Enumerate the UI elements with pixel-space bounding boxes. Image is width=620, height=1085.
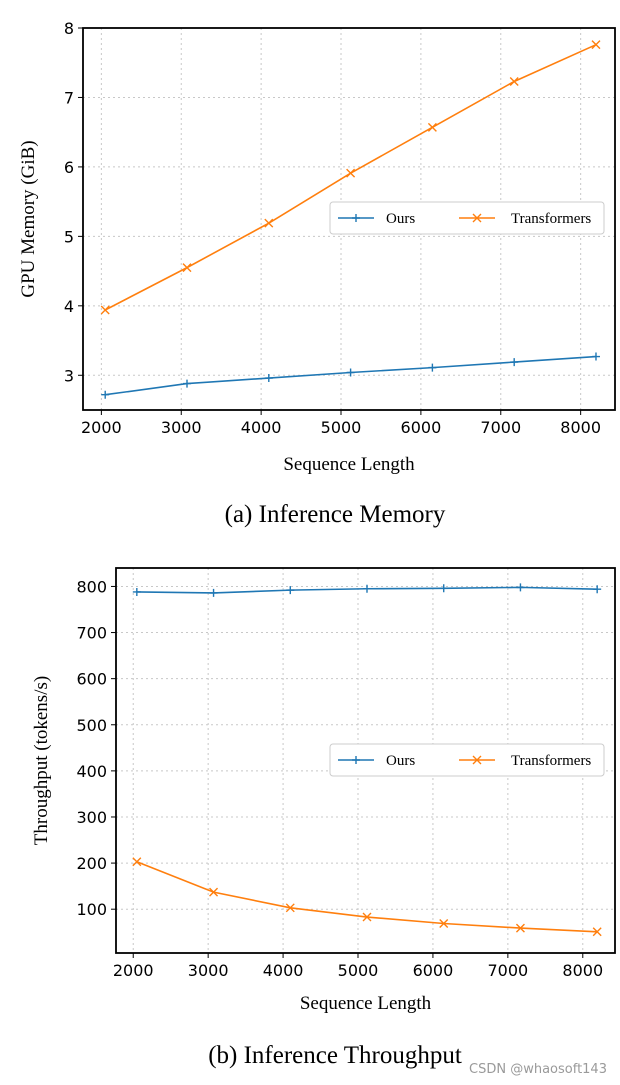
x-tick-label: 3000 xyxy=(188,961,229,980)
data-point-ours xyxy=(439,584,448,593)
data-point-transformers xyxy=(439,918,449,928)
y-axis-label: Throughput (tokens/s) xyxy=(31,676,52,845)
x-tick-label: 6000 xyxy=(413,961,454,980)
watermark-text: CSDN @whaosoft143 xyxy=(469,1062,607,1077)
data-point-ours xyxy=(516,583,525,592)
data-point-ours xyxy=(362,584,371,593)
x-tick-label: 7000 xyxy=(487,961,528,980)
data-point-ours xyxy=(593,585,602,594)
y-tick-label: 400 xyxy=(76,762,107,781)
figure-caption: (b) Inference Throughput xyxy=(208,1042,462,1069)
data-point-ours xyxy=(132,587,141,596)
series-line-transformers xyxy=(104,43,597,311)
x-tick-label: 3000 xyxy=(161,418,202,437)
data-point-transformers xyxy=(515,923,525,933)
data-point-transformers xyxy=(132,857,142,867)
data-point-ours xyxy=(591,352,600,361)
x-tick-label: 8000 xyxy=(560,418,601,437)
legend-label-transformers: Transformers xyxy=(511,753,591,769)
data-point-ours xyxy=(209,588,218,597)
y-tick-label: 500 xyxy=(76,716,107,735)
y-tick-label: 300 xyxy=(76,808,107,827)
data-point-transformers xyxy=(427,122,437,132)
series-line-transformers xyxy=(136,860,598,933)
data-point-ours xyxy=(101,390,110,399)
x-tick-label: 6000 xyxy=(401,418,442,437)
y-tick-label: 200 xyxy=(76,854,107,873)
data-point-ours xyxy=(346,368,355,377)
legend-marker-ours xyxy=(352,756,360,764)
y-tick-label: 8 xyxy=(64,19,74,38)
data-point-ours xyxy=(264,374,273,383)
legend-label-transformers: Transformers xyxy=(511,211,591,227)
data-point-transformers xyxy=(100,305,110,315)
legend-marker-transformers xyxy=(472,755,482,765)
figure-caption: (a) Inference Memory xyxy=(225,501,446,528)
data-point-transformers xyxy=(362,912,372,922)
data-point-ours xyxy=(510,358,519,367)
y-axis-label: GPU Memory (GiB) xyxy=(18,140,39,297)
data-point-transformers xyxy=(209,887,219,897)
data-point-transformers xyxy=(592,927,602,937)
y-tick-label: 600 xyxy=(76,670,107,689)
y-tick-label: 4 xyxy=(64,297,74,316)
y-tick-label: 6 xyxy=(64,158,74,177)
plot-frame xyxy=(82,27,616,411)
y-tick-label: 7 xyxy=(64,88,74,107)
y-tick-label: 5 xyxy=(64,227,74,246)
x-tick-label: 5000 xyxy=(321,418,362,437)
data-point-ours xyxy=(286,586,295,595)
legend-marker-ours xyxy=(352,214,360,222)
x-tick-label: 7000 xyxy=(480,418,521,437)
x-tick-label: 8000 xyxy=(562,961,603,980)
legend-label-ours: Ours xyxy=(386,211,415,227)
data-point-transformers xyxy=(346,168,356,178)
y-tick-label: 100 xyxy=(76,900,107,919)
x-tick-label: 2000 xyxy=(81,418,122,437)
y-tick-label: 800 xyxy=(76,577,107,596)
chart-inference-throughput: 2000 3000 4000 5000 6000 7000 8000 100 200 300 400… xyxy=(31,567,616,1069)
data-point-ours xyxy=(183,379,192,388)
data-point-transformers xyxy=(591,40,601,50)
y-tick-label: 700 xyxy=(76,624,107,643)
chart-inference-memory: 2000 3000 4000 5000 6000 7000 8000 3 4 5 6 7 8 Ours Tr… xyxy=(18,19,616,528)
y-tick-label: 3 xyxy=(64,366,74,385)
legend-label-ours: Ours xyxy=(386,753,415,769)
x-tick-label: 2000 xyxy=(113,961,154,980)
x-tick-label: 4000 xyxy=(263,961,304,980)
plot-frame xyxy=(115,567,616,954)
data-point-transformers xyxy=(182,263,192,273)
data-point-transformers xyxy=(285,903,295,913)
x-tick-label: 4000 xyxy=(241,418,282,437)
legend-marker-transformers xyxy=(472,213,482,223)
data-point-ours xyxy=(428,363,437,372)
x-axis-label: Sequence Length xyxy=(283,454,415,475)
data-point-transformers xyxy=(509,76,519,86)
data-point-transformers xyxy=(264,218,274,228)
x-tick-label: 5000 xyxy=(338,961,379,980)
x-axis-label: Sequence Length xyxy=(300,993,432,1014)
